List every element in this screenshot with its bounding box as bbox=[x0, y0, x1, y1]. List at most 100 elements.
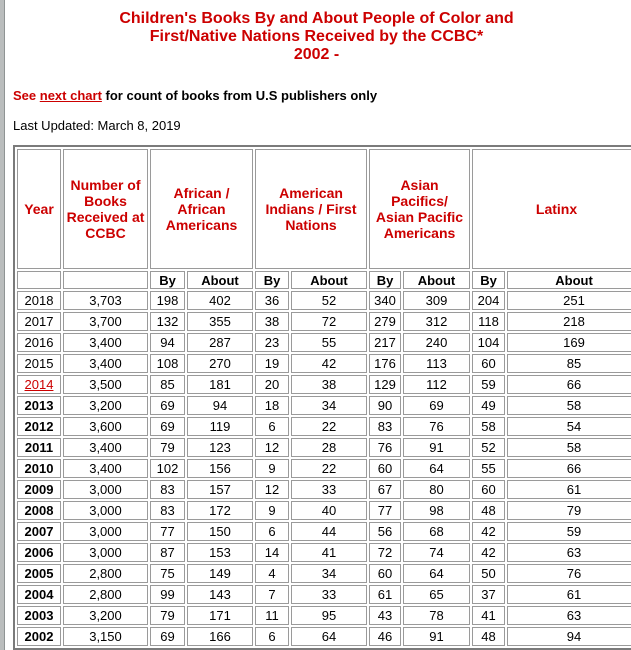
year-cell: 2004 bbox=[17, 585, 61, 604]
data-cell: 58 bbox=[507, 396, 631, 415]
data-cell: 61 bbox=[507, 480, 631, 499]
data-cell: 7 bbox=[255, 585, 289, 604]
data-cell: 63 bbox=[507, 606, 631, 625]
data-cell: 83 bbox=[150, 480, 185, 499]
data-cell: 58 bbox=[507, 438, 631, 457]
year-cell: 2003 bbox=[17, 606, 61, 625]
data-cell: 46 bbox=[369, 627, 401, 646]
data-cell: 402 bbox=[187, 291, 253, 310]
data-cell: 83 bbox=[150, 501, 185, 520]
year-cell: 2007 bbox=[17, 522, 61, 541]
data-cell: 76 bbox=[369, 438, 401, 457]
table-row-2005: 2005 2,800 75 149 4 34 60 64 50 76 bbox=[17, 564, 631, 583]
data-cell: 9 bbox=[255, 459, 289, 478]
year-cell: 2016 bbox=[17, 333, 61, 352]
data-cell: 91 bbox=[403, 627, 470, 646]
data-cell: 72 bbox=[291, 312, 367, 331]
data-cell: 240 bbox=[403, 333, 470, 352]
table-row-2013: 2013 3,200 69 94 18 34 90 69 49 58 bbox=[17, 396, 631, 415]
data-cell: 49 bbox=[472, 396, 505, 415]
table-row-2018: 2018 3,703 198 402 36 52 340 309 204 251 bbox=[17, 291, 631, 310]
data-cell: 79 bbox=[507, 501, 631, 520]
year-cell: 2013 bbox=[17, 396, 61, 415]
data-cell: 78 bbox=[403, 606, 470, 625]
data-cell: 41 bbox=[472, 606, 505, 625]
data-cell: 36 bbox=[255, 291, 289, 310]
col-header-latinx: Latinx bbox=[472, 149, 631, 269]
data-cell: 69 bbox=[150, 396, 185, 415]
data-cell: 150 bbox=[187, 522, 253, 541]
last-updated-text: Last Updated: March 8, 2019 bbox=[13, 118, 181, 133]
data-cell: 217 bbox=[369, 333, 401, 352]
data-cell: 69 bbox=[403, 396, 470, 415]
data-cell: 3,400 bbox=[63, 459, 148, 478]
data-cell: 55 bbox=[472, 459, 505, 478]
data-cell: 60 bbox=[369, 459, 401, 478]
col-header-number-of-books: Number of Books Received at CCBC bbox=[63, 149, 148, 269]
data-cell: 3,000 bbox=[63, 480, 148, 499]
data-cell: 85 bbox=[507, 354, 631, 373]
data-cell: 149 bbox=[187, 564, 253, 583]
table-row-2003: 2003 3,200 79 171 11 95 43 78 41 63 bbox=[17, 606, 631, 625]
data-cell: 90 bbox=[369, 396, 401, 415]
data-cell: 42 bbox=[472, 522, 505, 541]
data-cell: 355 bbox=[187, 312, 253, 331]
data-cell: 99 bbox=[150, 585, 185, 604]
data-cell: 68 bbox=[403, 522, 470, 541]
year-cell: 2014 bbox=[17, 375, 61, 394]
table-row-2015: 2015 3,400 108 270 19 42 176 113 60 85 bbox=[17, 354, 631, 373]
data-cell: 33 bbox=[291, 480, 367, 499]
data-cell: 102 bbox=[150, 459, 185, 478]
data-cell: 60 bbox=[369, 564, 401, 583]
data-cell: 3,000 bbox=[63, 501, 148, 520]
data-cell: 119 bbox=[187, 417, 253, 436]
ccbc-statistics-table: Year Number of Books Received at CCBC Af… bbox=[13, 145, 631, 650]
data-cell: 118 bbox=[472, 312, 505, 331]
data-cell: 72 bbox=[369, 543, 401, 562]
data-cell: 6 bbox=[255, 627, 289, 646]
data-cell: 157 bbox=[187, 480, 253, 499]
year-cell: 2018 bbox=[17, 291, 61, 310]
data-cell: 112 bbox=[403, 375, 470, 394]
data-cell: 172 bbox=[187, 501, 253, 520]
data-cell: 61 bbox=[507, 585, 631, 604]
data-cell: 198 bbox=[150, 291, 185, 310]
data-cell: 60 bbox=[472, 354, 505, 373]
data-cell: 2,800 bbox=[63, 564, 148, 583]
data-cell: 171 bbox=[187, 606, 253, 625]
data-cell: 3,400 bbox=[63, 354, 148, 373]
page-title-line1: Children's Books By and About People of … bbox=[119, 10, 514, 27]
data-cell: 218 bbox=[507, 312, 631, 331]
data-cell: 104 bbox=[472, 333, 505, 352]
data-cell: 69 bbox=[150, 417, 185, 436]
table-row-2008: 2008 3,000 83 172 9 40 77 98 48 79 bbox=[17, 501, 631, 520]
data-cell: 123 bbox=[187, 438, 253, 457]
next-chart-link[interactable]: next chart bbox=[39, 88, 102, 103]
table-row-2010: 2010 3,400 102 156 9 22 60 64 55 66 bbox=[17, 459, 631, 478]
data-cell: 42 bbox=[291, 354, 367, 373]
empty-header-cell bbox=[63, 271, 148, 289]
page-title: Children's Books By and About People of … bbox=[13, 10, 620, 64]
data-cell: 59 bbox=[472, 375, 505, 394]
table-row-2004: 2004 2,800 99 143 7 33 61 65 37 61 bbox=[17, 585, 631, 604]
data-cell: 3,150 bbox=[63, 627, 148, 646]
data-cell: 3,200 bbox=[63, 396, 148, 415]
see-suffix-text: for count of books from U.S publishers o… bbox=[101, 88, 378, 103]
data-cell: 279 bbox=[369, 312, 401, 331]
data-cell: 251 bbox=[507, 291, 631, 310]
table-row-2011: 2011 3,400 79 123 12 28 76 91 52 58 bbox=[17, 438, 631, 457]
data-cell: 34 bbox=[291, 396, 367, 415]
data-cell: 20 bbox=[255, 375, 289, 394]
data-cell: 270 bbox=[187, 354, 253, 373]
data-cell: 64 bbox=[403, 564, 470, 583]
sub-header-by: By bbox=[255, 271, 289, 289]
data-cell: 98 bbox=[403, 501, 470, 520]
data-cell: 40 bbox=[291, 501, 367, 520]
year-link-2014[interactable]: 2014 bbox=[24, 377, 54, 392]
data-cell: 74 bbox=[403, 543, 470, 562]
data-cell: 76 bbox=[507, 564, 631, 583]
data-cell: 6 bbox=[255, 417, 289, 436]
year-cell: 2015 bbox=[17, 354, 61, 373]
data-cell: 54 bbox=[507, 417, 631, 436]
